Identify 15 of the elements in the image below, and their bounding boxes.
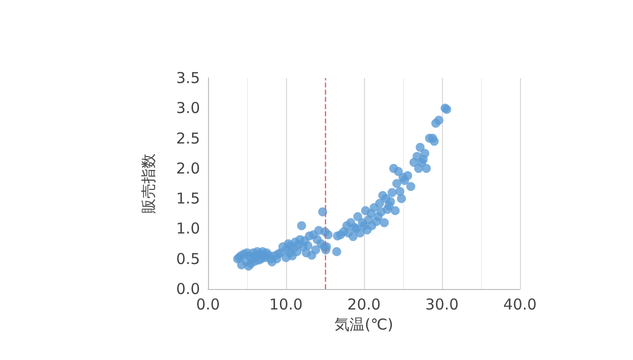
x-tick-label: 40.0 xyxy=(503,296,537,314)
x-axis-title: 気温(℃) xyxy=(334,316,394,334)
y-tick-label: 1.0 xyxy=(176,220,200,238)
y-tick-label: 3.5 xyxy=(176,69,200,87)
y-tick-label: 1.5 xyxy=(176,190,200,208)
y-axis-title: 販売指数 xyxy=(140,154,158,214)
y-tick-label: 0.5 xyxy=(176,250,200,268)
x-tick-label: 20.0 xyxy=(347,296,381,314)
x-tick-label: 10.0 xyxy=(269,296,303,314)
x-tick-label: 30.0 xyxy=(425,296,459,314)
y-tick-label: 0.0 xyxy=(176,280,200,298)
y-tick-label: 3.0 xyxy=(176,99,200,118)
y-tick-label: 2.5 xyxy=(176,129,200,148)
y-tick-label: 2.0 xyxy=(176,159,200,178)
x-tick-label: 0.0 xyxy=(196,296,220,314)
